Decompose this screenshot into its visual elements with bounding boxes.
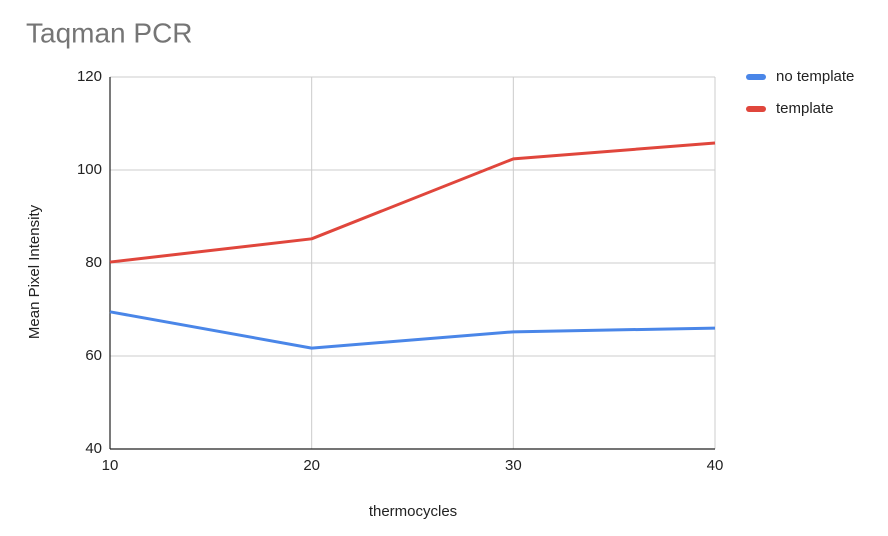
y-axis-label: Mean Pixel Intensity xyxy=(26,204,43,339)
x-tick-label: 20 xyxy=(303,457,320,474)
series-line xyxy=(109,141,716,264)
legend-swatch xyxy=(746,106,766,112)
y-tick-label: 40 xyxy=(85,440,102,457)
legend-swatch xyxy=(746,74,766,80)
y-tick-label: 120 xyxy=(77,68,102,85)
x-tick-label: 40 xyxy=(707,457,724,474)
x-tick-label: 10 xyxy=(102,457,119,474)
x-tick-label: 30 xyxy=(505,457,522,474)
y-tick-label: 80 xyxy=(85,254,102,271)
legend-label: no template xyxy=(776,68,854,85)
legend-label: template xyxy=(776,100,834,117)
y-tick-label: 100 xyxy=(77,161,102,178)
series-line xyxy=(109,310,716,350)
x-axis-label: thermocycles xyxy=(369,503,457,520)
y-tick-label: 60 xyxy=(85,347,102,364)
chart-title: Taqman PCR xyxy=(26,17,193,48)
